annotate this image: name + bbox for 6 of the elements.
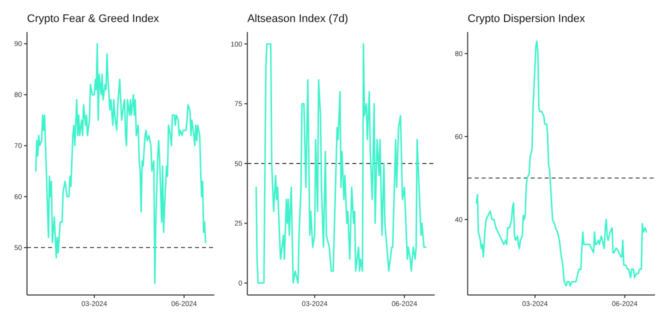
line-series	[35, 42, 206, 284]
line-series	[476, 40, 647, 287]
chart-title: Altseason Index (7d)	[247, 13, 348, 25]
line-series	[255, 43, 427, 284]
chart-title: Crypto Fear & Greed Index	[27, 13, 160, 25]
chart-title: Crypto Dispersion Index	[468, 13, 586, 25]
